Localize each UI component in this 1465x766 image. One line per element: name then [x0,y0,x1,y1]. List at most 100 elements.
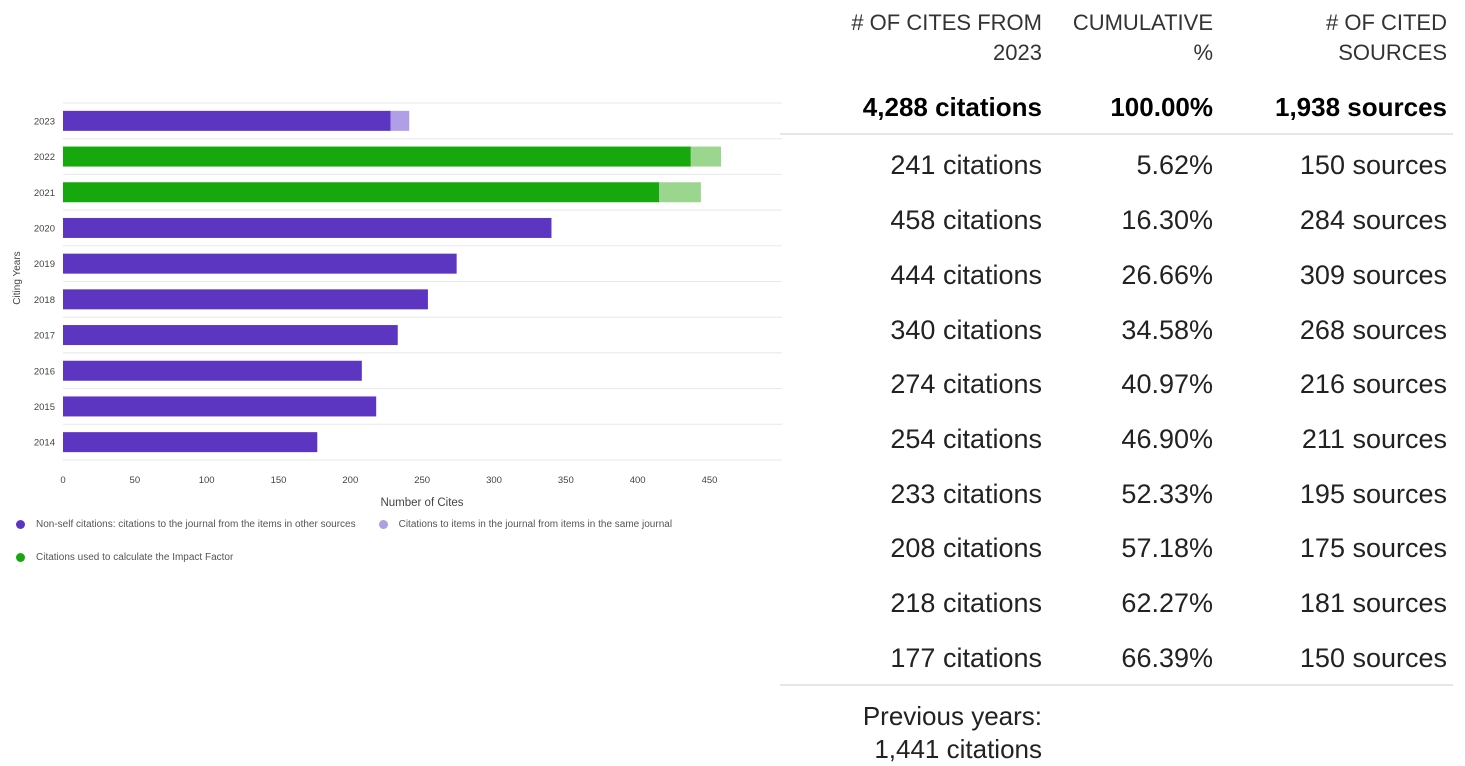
row-cites: 254 citations [890,424,1042,454]
bar-non-self [63,146,691,167]
column-header-cites-line2: 2023 [993,40,1042,65]
table-row: 218 citations 62.27% 181 sources [780,583,1453,623]
row-sources: 150 sources [1299,643,1447,673]
y-tick-label: 2016 [34,366,55,377]
previous-years-label: Previous years: [862,701,1042,731]
row-sources: 284 sources [1299,205,1447,235]
row-sources: 150 sources [1299,150,1447,180]
x-tick-label: 0 [60,475,65,486]
bar-non-self [63,325,398,346]
bar-self [690,146,721,167]
row-sources: 268 sources [1299,315,1447,345]
row-sources: 211 sources [1301,424,1447,454]
row-cumulative: 62.27% [1121,588,1213,618]
y-axis-title: Citing Years [12,251,23,304]
y-tick-label: 2023 [34,116,55,127]
table-row: 233 citations 52.33% 195 sources [780,474,1453,514]
bar-self [390,110,410,131]
bar-non-self [63,396,377,417]
x-tick-label: 450 [702,475,718,486]
row-cumulative: 26.66% [1121,260,1213,290]
y-tick-label: 2014 [34,438,55,449]
row-sources: 195 sources [1299,479,1447,509]
bar-non-self [63,432,318,453]
legend-swatch-self [378,520,388,529]
x-tick-label: 250 [414,475,430,486]
legend-label-non-self: Non-self citations: citations to the jou… [36,519,356,530]
table-row: 274 citations 40.97% 216 sources [780,364,1453,404]
total-sources: 1,938 sources [1274,92,1447,122]
total-cites: 4,288 citations [862,92,1042,122]
legend-swatch-impact-factor [16,553,25,562]
row-cumulative: 34.58% [1121,315,1213,345]
y-tick-label: 2015 [34,402,55,413]
y-tick-label: 2018 [34,295,55,306]
row-cumulative: 57.18% [1121,533,1213,563]
column-header-sources-line2: SOURCES [1338,40,1447,65]
previous-years: Previous years: 1,441 citations [780,700,1042,766]
column-header-sources-line1: # OF CITED [1325,10,1447,35]
table-divider-top [780,133,1453,135]
row-cites: 458 citations [890,205,1042,235]
row-sources: 175 sources [1299,533,1447,563]
x-tick-label: 300 [486,475,502,486]
column-header-sources: # OF CITED SOURCES [1326,8,1447,68]
row-cites: 274 citations [890,369,1042,399]
row-sources: 309 sources [1299,260,1447,290]
bar-non-self [63,289,428,310]
table-row: 254 citations 46.90% 211 sources [780,419,1453,459]
bar-non-self [63,217,552,238]
table-divider-bottom [780,684,1453,686]
y-tick-label: 2017 [34,331,55,342]
row-cites: 233 citations [890,479,1042,509]
previous-years-value: 1,441 citations [874,734,1042,764]
x-tick-label: 100 [199,475,215,486]
x-tick-label: 150 [271,475,287,486]
row-cites: 241 citations [890,150,1042,180]
column-header-cites-line1: # OF CITES FROM [851,10,1042,35]
table-row: 208 citations 57.18% 175 sources [780,528,1453,568]
row-cumulative: 40.97% [1121,369,1213,399]
x-tick-label: 350 [558,475,574,486]
table-row: 444 citations 26.66% 309 sources [780,255,1453,295]
legend-row-2: Citations used to calculate the Impact F… [16,552,233,563]
table-row: 458 citations 16.30% 284 sources [780,200,1453,240]
bar-non-self [63,110,391,131]
bar-non-self [63,253,457,274]
y-tick-label: 2020 [34,223,55,234]
total-row: 4,288 citations 100.00% 1,938 sources [780,87,1453,127]
total-cumulative: 100.00% [1110,92,1213,122]
y-tick-label: 2021 [34,188,55,199]
row-cites: 340 citations [890,315,1042,345]
y-tick-label: 2019 [34,259,55,270]
table-row: 340 citations 34.58% 268 sources [780,310,1453,350]
legend-swatch-non-self [16,520,25,529]
bar-non-self [63,182,660,203]
column-header-cites: # OF CITES FROM 2023 [851,8,1042,68]
row-sources: 216 sources [1299,369,1447,399]
citing-years-chart: 2023 2022 2021 2020 2019 2018 2017 2016 2015 2014… [12,102,782,509]
row-cumulative: 52.33% [1121,479,1213,509]
y-tick-label: 2022 [34,152,55,163]
legend-label-impact-factor: Citations used to calculate the Impact F… [36,552,234,563]
row-cumulative: 16.30% [1121,205,1213,235]
column-header-cumulative-line1: CUMULATIVE [1072,10,1213,35]
table-row: 241 citations 5.62% 150 sources [780,145,1453,185]
row-cumulative: 5.62% [1136,150,1213,180]
x-tick-label: 50 [130,475,141,486]
bar-non-self [63,360,362,381]
legend-label-self: Citations to items in the journal from i… [398,519,673,530]
row-cumulative: 46.90% [1121,424,1213,454]
row-cumulative: 66.39% [1121,643,1213,673]
x-tick-label: 400 [630,475,646,486]
row-cites: 208 citations [890,533,1042,563]
x-axis-title: Number of Cites [380,497,463,509]
bar-self [659,182,701,203]
row-cites: 177 citations [890,643,1042,673]
row-cites: 218 citations [890,588,1042,618]
column-header-cumulative: CUMULATIVE % [1073,8,1213,68]
column-header-cumulative-line2: % [1193,40,1213,65]
legend-row-1: Non-self citations: citations to the jou… [16,519,672,530]
row-cites: 444 citations [890,260,1042,290]
row-sources: 181 sources [1299,588,1447,618]
